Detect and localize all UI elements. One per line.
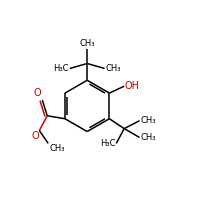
- Text: H₃C: H₃C: [53, 64, 69, 73]
- Text: CH₃: CH₃: [140, 116, 156, 125]
- Text: CH₃: CH₃: [106, 64, 121, 73]
- Text: O: O: [31, 131, 39, 141]
- Text: CH₃: CH₃: [79, 39, 95, 48]
- Text: H₃C: H₃C: [100, 139, 115, 148]
- Text: OH: OH: [125, 81, 140, 91]
- Text: O: O: [34, 88, 41, 98]
- Text: CH₃: CH₃: [49, 144, 65, 153]
- Text: CH₃: CH₃: [140, 133, 156, 142]
